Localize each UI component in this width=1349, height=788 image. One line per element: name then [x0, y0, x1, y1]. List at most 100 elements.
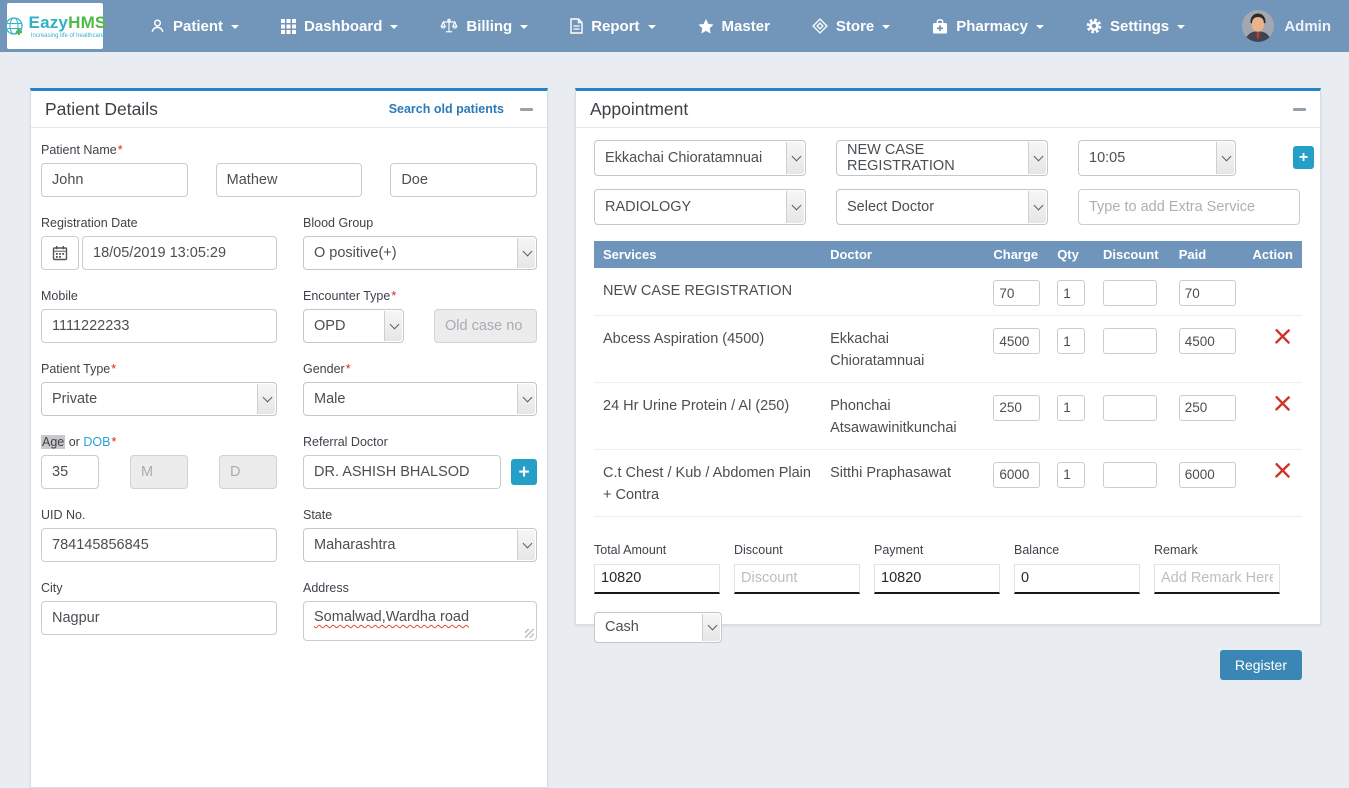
payment-mode-select[interactable]: Cash: [594, 611, 722, 643]
calendar-button[interactable]: [41, 236, 79, 270]
paid-input[interactable]: [1178, 328, 1236, 354]
panel-title: Appointment: [590, 98, 689, 119]
age-months-field: [130, 455, 188, 489]
uid-label: UID No.: [41, 508, 86, 522]
chevron-down-icon: [1033, 200, 1043, 211]
charge-input[interactable]: [993, 394, 1041, 421]
add-appointment-button[interactable]: +: [1293, 146, 1314, 169]
nav-item-master[interactable]: Master: [677, 18, 791, 35]
extra-service-input[interactable]: [1078, 189, 1300, 225]
appointment-doctor-select[interactable]: Ekkachai Chioratamnuai: [594, 140, 806, 176]
brand-tagline: Increasing life of healthcare: [30, 32, 105, 39]
collapse-icon[interactable]: [520, 107, 533, 111]
age-toggle[interactable]: Age: [41, 435, 66, 449]
delete-service-button[interactable]: [1274, 395, 1291, 412]
payment-field[interactable]: [874, 563, 1000, 594]
referral-doctor-label: Referral Doctor: [303, 435, 388, 449]
remark-field[interactable]: [1154, 563, 1280, 594]
registration-date-field[interactable]: [82, 236, 277, 270]
charge-input[interactable]: [993, 280, 1041, 306]
delete-service-button[interactable]: [1274, 328, 1291, 345]
discount-field[interactable]: [734, 563, 860, 594]
discount-input[interactable]: [1102, 280, 1157, 306]
caret-down-icon: [231, 25, 240, 29]
register-button[interactable]: Register: [1219, 649, 1302, 680]
qty-input[interactable]: [1057, 328, 1086, 354]
add-referral-doctor-button[interactable]: +: [511, 459, 537, 485]
discount-input[interactable]: [1102, 461, 1157, 488]
service-doctor: Sitthi Praphasawat: [825, 449, 989, 517]
gender-label: Gender*: [303, 362, 351, 376]
paid-input[interactable]: [1178, 394, 1236, 421]
address-label: Address: [303, 581, 349, 595]
gear-icon: [1086, 18, 1102, 34]
nav-item-patient[interactable]: Patient: [129, 18, 260, 35]
search-old-patients-link[interactable]: Search old patients: [388, 102, 504, 116]
user-menu[interactable]: Admin: [1241, 9, 1331, 43]
chevron-down-icon: [791, 200, 801, 211]
balance-label: Balance: [1014, 542, 1060, 557]
service-name: C.t Chest / Kub / Abdomen Plain + Contra: [594, 449, 826, 517]
encounter-type-select[interactable]: OPD: [303, 309, 404, 343]
city-field[interactable]: [41, 601, 277, 635]
total-amount-field[interactable]: [594, 563, 720, 594]
service-doctor: Phonchai Atsawawinitkunchai: [825, 382, 989, 450]
uid-field[interactable]: [41, 528, 277, 562]
service-name: 24 Hr Urine Protein / Al (250): [594, 382, 826, 450]
chevron-down-icon: [791, 151, 801, 162]
qty-input[interactable]: [1057, 394, 1086, 421]
appointment-service-select[interactable]: NEW CASE REGISTRATION: [836, 140, 1048, 176]
balance-field[interactable]: [1014, 563, 1140, 594]
grid-icon: [281, 18, 297, 34]
paid-input[interactable]: [1178, 461, 1236, 488]
qty-input[interactable]: [1057, 280, 1086, 306]
total-amount-label: Total Amount: [594, 542, 667, 557]
blood-group-label: Blood Group: [303, 216, 374, 230]
nav-item-settings[interactable]: Settings: [1065, 18, 1206, 35]
age-years-field[interactable]: [41, 455, 99, 489]
app-logo[interactable]: EazyHMS Increasing life of healthcare: [4, 3, 106, 49]
nav-item-report[interactable]: Report: [549, 18, 676, 35]
discount-label: Discount: [734, 542, 783, 557]
nav-item-store[interactable]: Store: [791, 18, 911, 35]
patient-name-label: Patient Name*: [41, 143, 123, 157]
charge-input[interactable]: [993, 461, 1041, 488]
collapse-icon[interactable]: [1293, 107, 1306, 111]
patient-details-panel: Patient Details Search old patients Pati…: [30, 88, 548, 788]
mobile-label: Mobile: [41, 289, 78, 303]
delete-service-button[interactable]: [1274, 462, 1291, 479]
discount-input[interactable]: [1102, 394, 1157, 421]
star-icon: [698, 18, 714, 34]
address-field[interactable]: Somalwad,Wardha road: [303, 601, 537, 641]
first-name-field[interactable]: [41, 163, 188, 197]
delete-x-icon: [1274, 395, 1291, 412]
nav-item-dashboard[interactable]: Dashboard: [260, 18, 419, 35]
service-doctor: [825, 268, 989, 316]
middle-name-field[interactable]: [215, 163, 363, 197]
discount-input[interactable]: [1102, 328, 1157, 354]
person-icon: [150, 18, 165, 34]
charge-input[interactable]: [993, 328, 1041, 354]
select-doctor-select[interactable]: Select Doctor: [836, 189, 1048, 225]
blood-group-select[interactable]: O positive(+): [303, 236, 537, 270]
chevron-down-icon: [707, 620, 717, 631]
nav-item-pharmacy[interactable]: Pharmacy: [911, 18, 1065, 35]
delete-x-icon: [1274, 328, 1291, 345]
referral-doctor-field[interactable]: [303, 455, 501, 489]
age-days-field: [219, 455, 277, 489]
mobile-field[interactable]: [41, 309, 277, 343]
chevron-down-icon: [522, 392, 532, 403]
paid-input[interactable]: [1178, 280, 1236, 306]
patient-type-select[interactable]: Private: [41, 382, 277, 416]
appointment-time-select[interactable]: 10:05: [1078, 140, 1236, 176]
state-select[interactable]: Maharashtra: [303, 528, 537, 562]
qty-input[interactable]: [1057, 461, 1086, 488]
remark-label: Remark: [1154, 542, 1198, 557]
department-select[interactable]: RADIOLOGY: [594, 189, 806, 225]
last-name-field[interactable]: [390, 163, 537, 197]
appointment-panel: Appointment Ekkachai Chioratamnuai NEW C…: [575, 88, 1321, 680]
brand-name: EazyHMS: [28, 12, 107, 32]
nav-item-billing[interactable]: Billing: [419, 18, 549, 35]
dob-toggle[interactable]: DOB: [83, 435, 111, 449]
gender-select[interactable]: Male: [303, 382, 537, 416]
